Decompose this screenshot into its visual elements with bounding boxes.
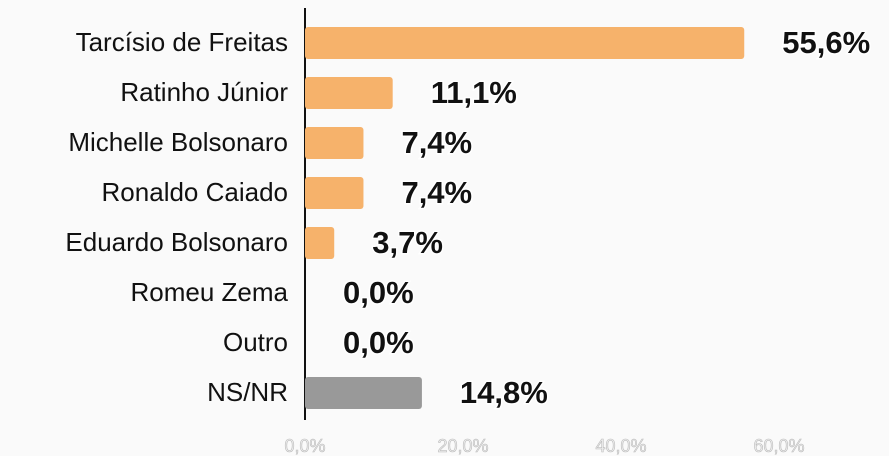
value-label: 11,1% bbox=[431, 75, 517, 110]
value-label: 0,0% bbox=[343, 275, 414, 310]
x-tick-label: 0,0% bbox=[284, 436, 325, 456]
bar bbox=[305, 377, 422, 409]
x-tick-label: 40,0% bbox=[595, 436, 646, 456]
category-label: Ratinho Júnior bbox=[120, 77, 288, 107]
bar bbox=[305, 77, 393, 109]
bar bbox=[305, 27, 745, 59]
category-label: Ronaldo Caiado bbox=[102, 177, 288, 207]
value-label: 3,7% bbox=[372, 225, 443, 260]
bar bbox=[305, 177, 364, 209]
value-label: 14,8% bbox=[460, 375, 548, 410]
value-label: 7,4% bbox=[401, 175, 472, 210]
x-tick-label: 20,0% bbox=[437, 436, 488, 456]
category-label: Outro bbox=[223, 327, 288, 357]
value-label: 7,4% bbox=[401, 125, 472, 160]
category-label: Michelle Bolsonaro bbox=[68, 127, 288, 157]
bar bbox=[305, 227, 335, 259]
x-tick-label: 60,0% bbox=[753, 436, 804, 456]
value-label: 55,6% bbox=[782, 25, 870, 60]
category-label: NS/NR bbox=[207, 377, 288, 407]
category-label: Tarcísio de Freitas bbox=[76, 27, 288, 57]
value-label: 0,0% bbox=[343, 325, 414, 360]
category-label: Eduardo Bolsonaro bbox=[65, 227, 288, 257]
category-label: Romeu Zema bbox=[131, 277, 289, 307]
bar bbox=[305, 127, 364, 159]
